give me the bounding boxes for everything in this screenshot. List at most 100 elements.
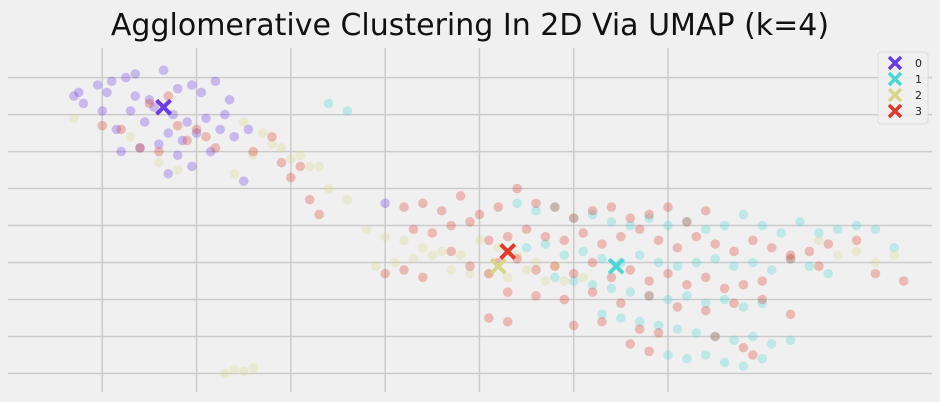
data-point-cluster-2 <box>399 235 409 246</box>
data-point-cluster-2 <box>229 168 240 179</box>
data-point-cluster-3 <box>465 217 475 227</box>
data-point-cluster-2 <box>851 246 862 257</box>
data-point-cluster-2 <box>446 265 456 275</box>
data-point-cluster-3 <box>531 291 541 301</box>
data-point-cluster-3 <box>267 131 277 142</box>
data-point-cluster-1 <box>587 279 598 290</box>
data-point-cluster-0 <box>196 87 207 98</box>
data-point-cluster-2 <box>389 257 400 268</box>
data-point-cluster-3 <box>512 183 522 194</box>
data-point-cluster-3 <box>399 202 409 212</box>
chart-title: Agglomerative Clustering In 2D Via UMAP … <box>110 8 830 43</box>
data-point-cluster-3 <box>691 231 702 242</box>
data-point-cluster-3 <box>672 302 683 312</box>
data-point-cluster-0 <box>187 161 197 172</box>
data-point-cluster-3 <box>851 235 862 246</box>
data-point-cluster-1 <box>729 261 739 272</box>
data-point-cluster-2 <box>559 276 570 286</box>
data-point-cluster-1 <box>634 316 645 327</box>
data-point-cluster-3 <box>700 205 711 216</box>
data-point-cluster-3 <box>446 220 456 231</box>
data-point-cluster-1 <box>785 254 796 264</box>
legend-label-3: 3 <box>915 105 922 118</box>
data-point-cluster-1 <box>691 257 702 268</box>
data-point-cluster-2 <box>342 194 353 205</box>
data-point-cluster-3 <box>634 224 645 235</box>
data-point-cluster-1 <box>653 320 664 331</box>
data-point-cluster-0 <box>205 146 216 157</box>
data-point-cluster-0 <box>163 168 174 179</box>
data-point-cluster-2 <box>238 117 249 127</box>
data-point-cluster-0 <box>187 80 197 90</box>
data-point-cluster-1 <box>766 339 777 349</box>
data-point-cluster-2 <box>172 165 183 175</box>
data-point-cluster-3 <box>568 213 579 223</box>
data-point-cluster-3 <box>616 231 626 242</box>
legend-marker-2 <box>887 87 903 103</box>
data-point-cluster-1 <box>738 209 749 220</box>
data-point-cluster-0 <box>73 87 84 98</box>
data-point-cluster-1 <box>568 276 579 286</box>
data-point-cluster-2 <box>578 272 588 283</box>
data-point-cluster-1 <box>823 268 834 279</box>
data-point-cluster-0 <box>111 124 122 135</box>
data-point-cluster-2 <box>286 154 296 164</box>
data-point-cluster-2 <box>370 261 381 272</box>
legend-label-2: 2 <box>915 89 922 102</box>
data-point-cluster-0 <box>163 128 174 138</box>
data-point-cluster-2 <box>248 150 258 161</box>
data-point-cluster-2 <box>229 365 240 375</box>
data-point-cluster-2 <box>314 161 324 172</box>
data-point-cluster-3 <box>304 194 315 205</box>
data-point-cluster-3 <box>710 239 720 249</box>
data-point-cluster-1 <box>700 298 711 309</box>
data-point-cluster-3 <box>163 91 174 101</box>
data-point-cluster-3 <box>380 268 390 279</box>
data-point-cluster-0 <box>121 72 131 83</box>
data-point-cluster-3 <box>606 202 617 212</box>
data-point-cluster-2 <box>521 265 532 275</box>
data-point-cluster-3 <box>97 120 108 131</box>
data-point-cluster-3 <box>653 328 664 338</box>
data-point-cluster-1 <box>700 224 711 235</box>
data-point-cluster-1 <box>644 213 654 223</box>
data-point-cluster-1 <box>804 261 815 272</box>
data-point-cluster-1 <box>738 361 749 371</box>
data-point-cluster-1 <box>663 220 673 231</box>
data-point-cluster-1 <box>682 353 692 364</box>
data-point-cluster-2 <box>323 183 334 194</box>
data-point-cluster-0 <box>172 83 183 94</box>
data-point-cluster-3 <box>644 291 654 301</box>
data-point-cluster-2 <box>257 128 268 138</box>
data-point-cluster-3 <box>418 272 428 283</box>
data-point-cluster-3 <box>154 146 164 157</box>
data-point-cluster-0 <box>97 106 108 116</box>
data-point-cluster-0 <box>220 109 230 120</box>
data-point-cluster-0 <box>135 143 145 153</box>
centroid-marker-0 <box>155 98 172 116</box>
data-point-cluster-2 <box>361 224 372 235</box>
data-point-cluster-3 <box>172 120 183 131</box>
data-point-cluster-3 <box>804 246 815 257</box>
data-point-cluster-3 <box>540 231 551 242</box>
data-point-cluster-1 <box>606 217 617 227</box>
data-point-cluster-2 <box>436 246 447 257</box>
data-point-cluster-3 <box>625 265 636 275</box>
data-point-cluster-3 <box>314 209 324 220</box>
data-point-cluster-1 <box>672 324 683 334</box>
data-point-cluster-0 <box>191 128 202 138</box>
data-point-cluster-3 <box>182 135 192 146</box>
data-point-cluster-0 <box>201 113 211 124</box>
data-point-cluster-3 <box>531 198 541 209</box>
data-point-cluster-1 <box>663 350 673 360</box>
data-point-cluster-1 <box>719 357 730 368</box>
data-point-cluster-3 <box>135 143 145 153</box>
data-point-cluster-1 <box>851 220 862 231</box>
data-point-cluster-3 <box>644 346 654 357</box>
data-point-cluster-3 <box>568 320 579 331</box>
data-point-cluster-0 <box>92 80 103 90</box>
data-point-cluster-3 <box>823 239 834 249</box>
data-point-cluster-3 <box>587 205 598 216</box>
data-point-cluster-1 <box>748 257 758 268</box>
data-point-cluster-0 <box>215 124 225 135</box>
